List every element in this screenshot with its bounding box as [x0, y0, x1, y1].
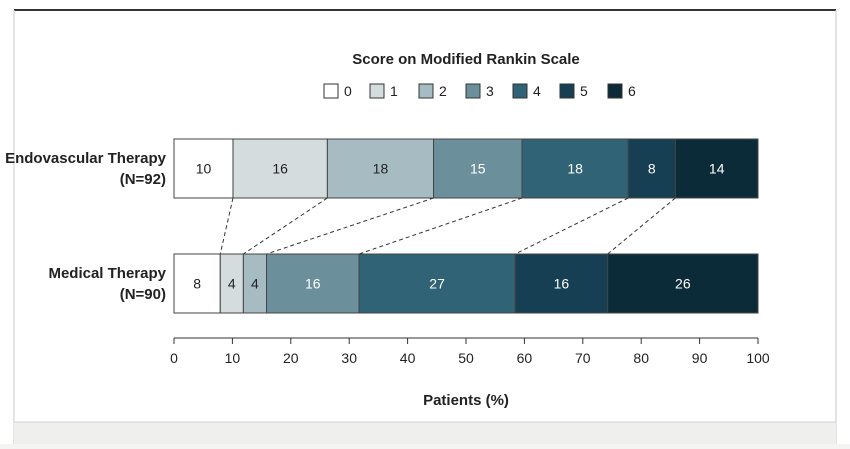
x-tick-label: 40 — [400, 350, 416, 366]
bar-value-label: 8 — [193, 276, 201, 292]
bar-segment-score-5 — [514, 253, 609, 314]
legend-swatch-score-6 — [607, 83, 623, 99]
bar-value-label: 14 — [709, 161, 725, 177]
category-label: (N=92) — [120, 171, 166, 188]
legend-label: 1 — [390, 83, 398, 99]
bar-value-label: 10 — [196, 161, 212, 177]
connector-line — [266, 197, 434, 255]
connector-line — [514, 197, 629, 255]
connector-line — [243, 197, 328, 255]
connector-line — [358, 197, 523, 255]
bar-segment-score-4 — [521, 138, 629, 199]
category-labels: Endovascular Therapy (N=92) Medical Therap… — [5, 150, 167, 303]
x-axis: 0 10 20 30 40 50 60 70 80 90 100 — [170, 337, 770, 366]
x-tick-label: 0 — [170, 350, 178, 366]
bar-value-label: 27 — [429, 276, 445, 292]
x-tick-label: 80 — [633, 350, 649, 366]
legend-label: 2 — [439, 83, 447, 99]
category-label: Endovascular Therapy — [5, 150, 167, 167]
bar-value-label: 18 — [373, 161, 389, 177]
bar-value-label: 16 — [554, 276, 570, 292]
bar-segment-score-3 — [266, 253, 360, 314]
bar-segment-score-6 — [674, 138, 759, 199]
legend-swatch-score-0 — [323, 83, 339, 99]
bar-value-label: 16 — [272, 161, 288, 177]
bar-value-label: 4 — [228, 276, 236, 292]
legend-label: 5 — [580, 83, 588, 99]
bar-segment-score-1 — [232, 138, 328, 199]
legend-label: 3 — [486, 83, 494, 99]
bar-segment-score-2 — [326, 138, 435, 199]
x-tick-label: 20 — [283, 350, 299, 366]
bar-value-label: 18 — [567, 161, 583, 177]
caption-strip — [14, 422, 836, 444]
connector-lines — [219, 197, 676, 255]
legend-swatch-score-5 — [559, 83, 575, 99]
x-tick-label: 30 — [341, 350, 357, 366]
legend-label: 0 — [344, 83, 352, 99]
legend-label: 4 — [533, 83, 541, 99]
legend-label: 6 — [628, 83, 636, 99]
bar-segment-score-4 — [358, 253, 516, 314]
x-tick-label: 60 — [517, 350, 533, 366]
legend: 0 1 2 3 4 5 6 — [323, 83, 636, 99]
legend-swatch-score-4 — [512, 83, 528, 99]
category-label: (N=90) — [120, 286, 166, 303]
legend-title: Score on Modified Rankin Scale — [352, 51, 580, 68]
x-tick-label: 70 — [575, 350, 591, 366]
bar-segment-score-5 — [627, 138, 676, 199]
category-label: Medical Therapy — [48, 265, 166, 282]
x-tick-label: 90 — [692, 350, 708, 366]
bar-value-label: 15 — [470, 161, 486, 177]
x-tick-label: 100 — [746, 350, 770, 366]
legend-swatch-score-1 — [369, 83, 385, 99]
x-axis-label: Patients (%) — [423, 392, 509, 409]
x-tick-label: 50 — [458, 350, 474, 366]
stacked-bars: 10 16 18 15 18 8 14 8 4 4 16 27 16 26 — [173, 138, 759, 314]
connector-line — [607, 197, 676, 255]
connector-line — [219, 197, 234, 255]
bar-value-label: 26 — [675, 276, 691, 292]
bar-segment-score-0 — [173, 138, 234, 199]
bar-value-label: 4 — [251, 276, 259, 292]
x-tick-label: 10 — [225, 350, 241, 366]
legend-swatch-score-3 — [465, 83, 481, 99]
bar-value-label: 16 — [305, 276, 321, 292]
legend-swatch-score-2 — [418, 83, 434, 99]
bar-value-label: 8 — [648, 161, 656, 177]
bar-segment-score-6 — [607, 253, 759, 314]
